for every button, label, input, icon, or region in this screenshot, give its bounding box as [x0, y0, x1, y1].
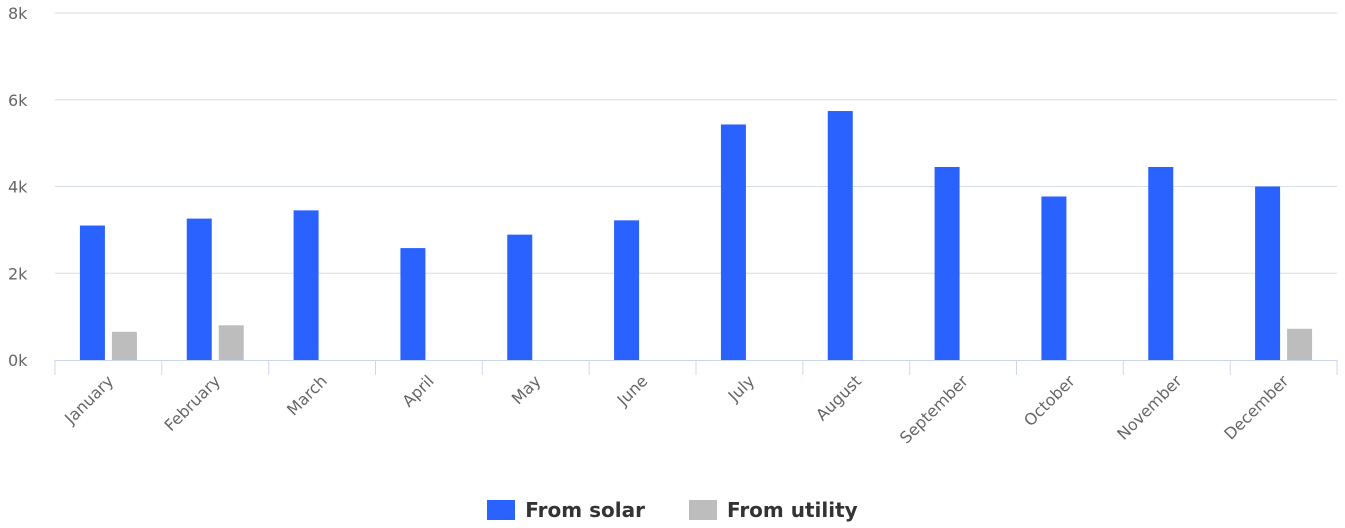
gridlines — [55, 12, 1337, 274]
x-tick-label: June — [613, 371, 652, 410]
bar-solar-july[interactable] — [720, 124, 746, 360]
x-tick-label: September — [896, 371, 972, 447]
x-tick-label: October — [1020, 371, 1079, 430]
x-tick-label: January — [60, 371, 117, 428]
y-tick-label: 0k — [8, 351, 28, 370]
x-tick-label: May — [508, 371, 545, 408]
legend: From solar From utility — [0, 498, 1345, 522]
x-tick-label: February — [161, 371, 225, 435]
bar-utility-january[interactable] — [111, 331, 137, 360]
bar-utility-december[interactable] — [1287, 328, 1313, 360]
bar-solar-january[interactable] — [79, 225, 105, 360]
legend-swatch-solar — [487, 500, 516, 520]
legend-label-utility: From utility — [726, 498, 858, 522]
bar-utility-february[interactable] — [218, 325, 244, 360]
x-tick-label: August — [812, 371, 865, 424]
y-tick-label: 4k — [8, 178, 28, 197]
legend-label-solar: From solar — [525, 498, 645, 522]
x-tick-label: March — [283, 371, 331, 419]
bar-solar-december[interactable] — [1255, 186, 1281, 361]
x-axis — [54, 360, 1338, 375]
x-tick-label: April — [398, 371, 437, 410]
y-tick-label: 6k — [8, 91, 28, 110]
bar-solar-august[interactable] — [827, 111, 853, 360]
bar-solar-april[interactable] — [400, 248, 426, 360]
bar-solar-october[interactable] — [1041, 196, 1067, 360]
legend-item-solar[interactable]: From solar — [487, 498, 645, 522]
bar-solar-november[interactable] — [1148, 166, 1174, 360]
bar-solar-march[interactable] — [293, 210, 319, 360]
legend-item-utility[interactable]: From utility — [688, 498, 858, 522]
y-axis-tick-labels: 0k 2k 4k 6k 8k — [8, 4, 28, 370]
x-axis-tick-labels: January February March April May June July Augu… — [60, 371, 1292, 447]
x-tick-label: December — [1220, 371, 1292, 443]
bar-solar-september[interactable] — [934, 166, 960, 360]
bar-solar-june[interactable] — [614, 220, 640, 360]
x-tick-label: July — [724, 371, 758, 405]
legend-swatch-utility — [688, 500, 717, 520]
y-tick-label: 2k — [8, 264, 28, 283]
y-tick-label: 8k — [8, 4, 28, 23]
bar-solar-february[interactable] — [186, 218, 212, 360]
bar-solar-may[interactable] — [507, 234, 533, 360]
bars — [79, 111, 1313, 361]
x-tick-label: November — [1113, 371, 1186, 444]
